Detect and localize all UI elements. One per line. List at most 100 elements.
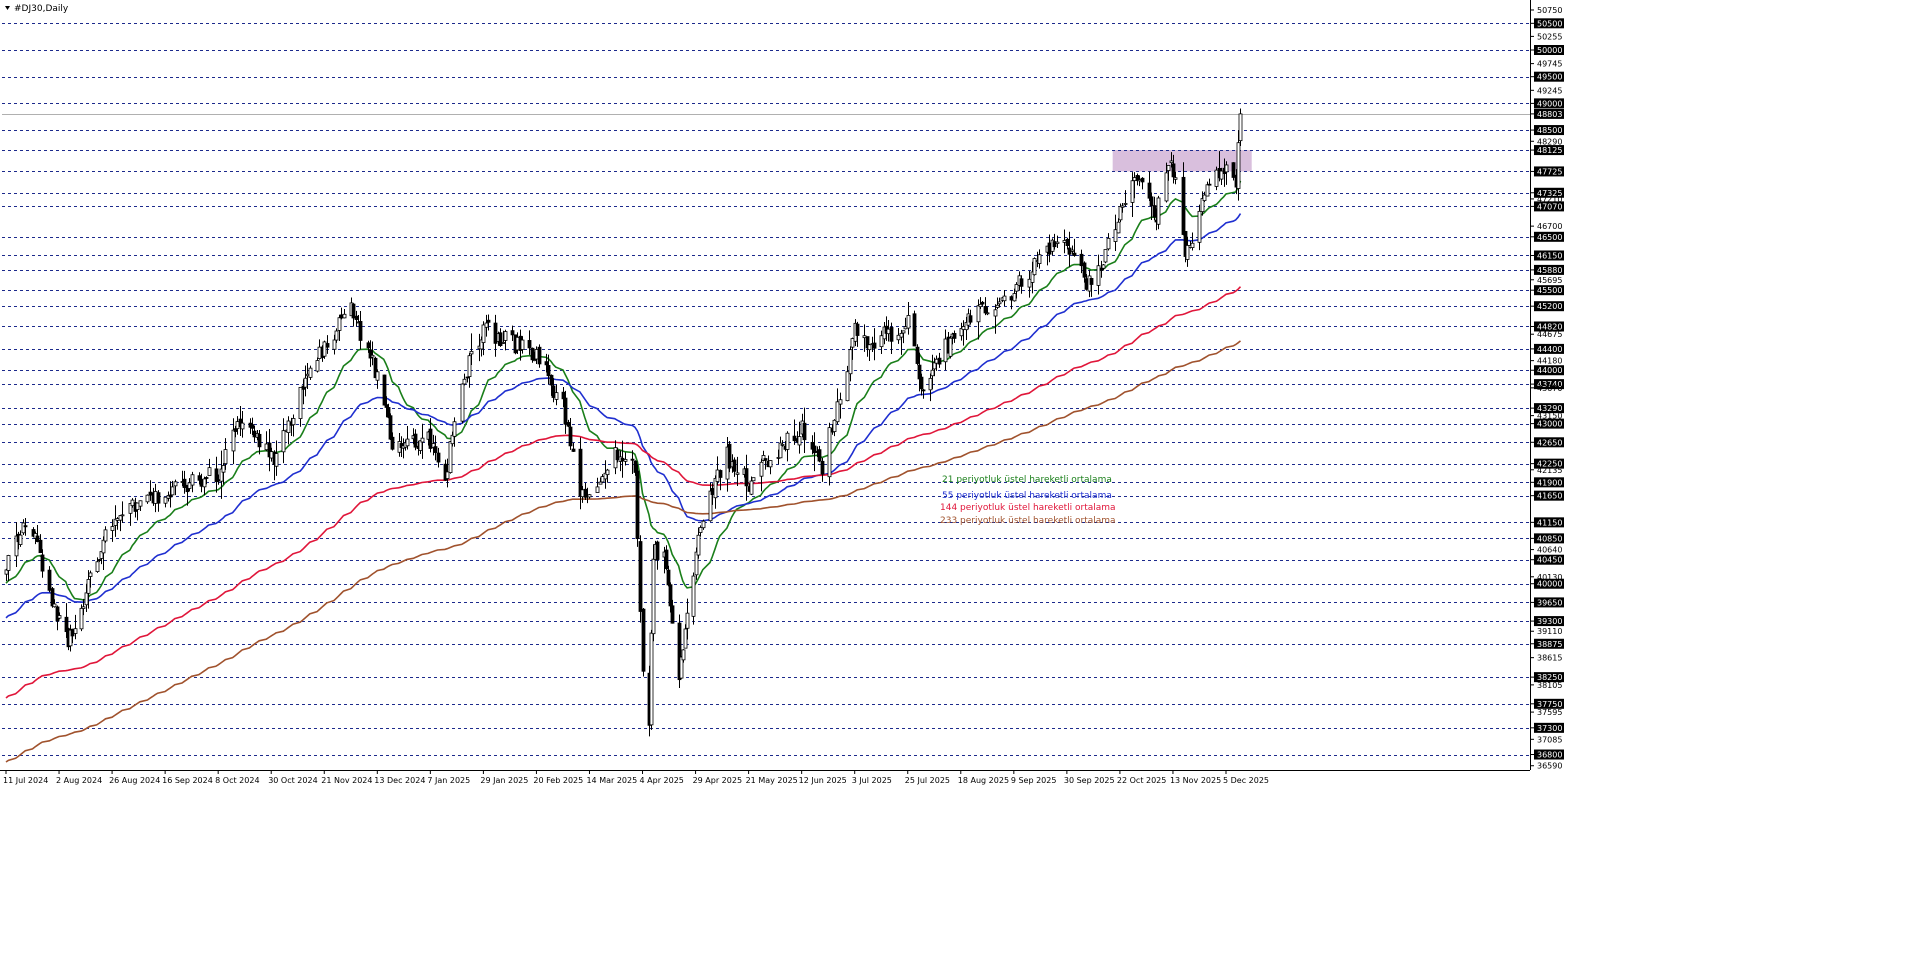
price-label-bg <box>1534 18 1564 29</box>
candle <box>912 310 917 347</box>
price-axis-label: 36800 <box>1537 751 1562 760</box>
price-label-bg <box>1534 301 1564 312</box>
candle <box>546 354 551 385</box>
date-axis-label: 4 Apr 2025 <box>640 776 684 785</box>
candle <box>901 330 906 344</box>
candle <box>785 431 790 462</box>
candle <box>915 344 920 366</box>
price-label-bg <box>1534 458 1564 469</box>
price-axis-label: 40640 <box>1537 546 1562 555</box>
price-label-bg <box>1534 98 1564 109</box>
price-axis-label: 46500 <box>1537 233 1562 242</box>
candle <box>390 432 395 451</box>
price-axis-label: 42250 <box>1537 460 1562 469</box>
candle <box>651 544 656 642</box>
price-label-bg <box>1534 490 1564 501</box>
date-axis-label: 5 Dec 2025 <box>1223 776 1269 785</box>
price-label-bg <box>1534 145 1564 156</box>
candle <box>1089 277 1094 297</box>
date-axis-label: 9 Sep 2025 <box>1011 776 1057 785</box>
candle <box>797 421 802 454</box>
candle <box>685 598 690 640</box>
price-label-bg <box>1534 616 1564 627</box>
candle <box>780 440 785 447</box>
price-label-bg <box>1534 71 1564 82</box>
candle <box>997 297 1002 308</box>
candle <box>1205 181 1210 197</box>
chart-title: #DJ30,Daily <box>14 4 69 14</box>
date-axis-label: 8 Oct 2024 <box>215 776 259 785</box>
price-axis-label: 45880 <box>1537 266 1562 275</box>
candle <box>182 470 187 494</box>
date-axis-label: 20 Feb 2025 <box>533 776 583 785</box>
candle <box>1014 282 1019 299</box>
candle <box>1171 154 1176 184</box>
price-axis-label: 40000 <box>1537 580 1562 589</box>
price-axis-label: 48125 <box>1537 146 1562 155</box>
date-axis-label: 16 Sep 2024 <box>162 776 213 785</box>
candle <box>6 554 11 582</box>
candle <box>713 475 718 509</box>
candle <box>845 365 850 402</box>
candle <box>257 429 262 455</box>
price-axis-label: 43000 <box>1537 420 1562 429</box>
price-axis-label: 45695 <box>1537 276 1562 285</box>
candle <box>1147 171 1152 202</box>
candle <box>1118 203 1123 223</box>
candle <box>1096 254 1101 295</box>
candle <box>677 614 682 689</box>
candle <box>240 411 245 438</box>
candle <box>1202 191 1207 203</box>
price-axis-label: 47070 <box>1537 202 1562 211</box>
price-axis-label: 42135 <box>1537 466 1562 475</box>
candle <box>163 496 168 508</box>
candle <box>452 417 457 447</box>
candle <box>1082 261 1087 283</box>
candle <box>190 471 195 493</box>
date-axis-label: 21 Nov 2024 <box>321 776 372 785</box>
candle <box>1037 249 1042 269</box>
candle <box>18 530 23 547</box>
candle <box>1181 162 1186 236</box>
candle <box>1219 167 1224 186</box>
price-axis-label: 41650 <box>1537 492 1562 501</box>
candle <box>980 301 985 306</box>
candle <box>120 501 125 523</box>
date-axis-label: 22 Oct 2025 <box>1117 776 1166 785</box>
price-axis-label: 44675 <box>1537 330 1562 339</box>
date-axis-label: 7 Jan 2025 <box>427 776 470 785</box>
date-axis-label: 29 Jan 2025 <box>480 776 528 785</box>
candle <box>428 418 433 453</box>
candle <box>1032 257 1037 276</box>
candle <box>1106 233 1111 251</box>
price-label-bg <box>1534 166 1564 177</box>
candle <box>462 373 467 386</box>
candle <box>460 383 465 424</box>
candle <box>1027 271 1032 298</box>
price-axis-label: 38250 <box>1537 673 1562 682</box>
candle <box>563 390 568 434</box>
candle <box>1185 236 1190 267</box>
date-axis-label: 26 Aug 2024 <box>109 776 160 785</box>
price-label-bg <box>1534 264 1564 275</box>
date-axis-label: 30 Oct 2024 <box>268 776 317 785</box>
legend-entry-55: 55 periyotluk üstel hareketli ortalama <box>942 491 1112 501</box>
candle <box>168 481 173 508</box>
candle <box>1156 195 1161 230</box>
candle <box>375 369 380 389</box>
price-axis-label: 50750 <box>1537 6 1562 15</box>
price-label-bg <box>1534 187 1564 198</box>
price-label-bg <box>1534 749 1564 760</box>
price-axis-label: 44180 <box>1537 357 1562 366</box>
candle <box>768 460 773 475</box>
candle <box>1207 178 1212 186</box>
candle <box>537 344 542 368</box>
candle <box>103 526 108 543</box>
triangle-down-icon[interactable] <box>5 6 10 10</box>
price-axis-label: 46700 <box>1537 222 1562 231</box>
candle <box>64 603 69 639</box>
price-axis-label: 39650 <box>1537 598 1562 607</box>
candle <box>701 519 706 530</box>
